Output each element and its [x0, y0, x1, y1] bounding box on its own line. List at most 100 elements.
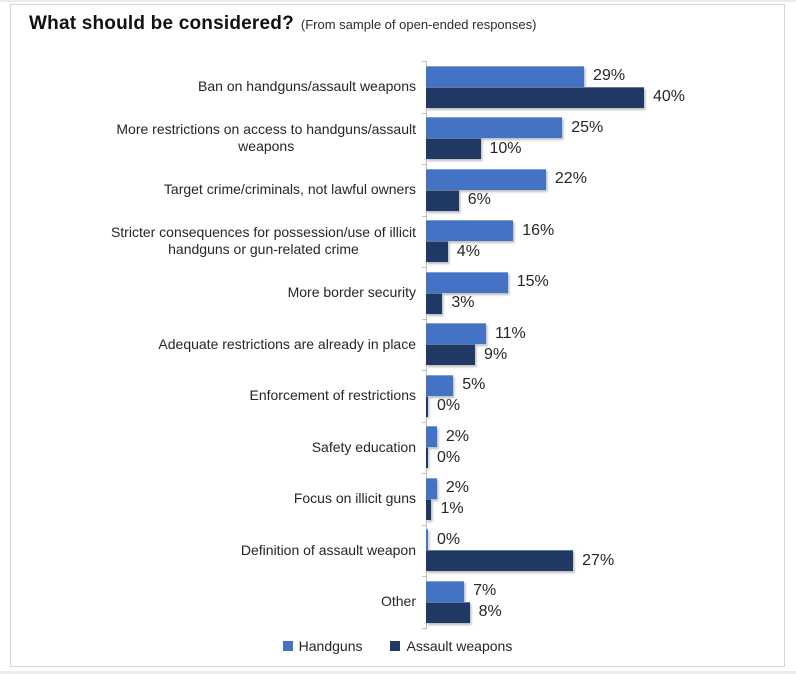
page-edge-top	[0, 0, 796, 2]
axis-tick	[422, 524, 427, 526]
axis-tick	[422, 627, 427, 629]
bar-line-assault-weapons: 1%	[426, 498, 469, 520]
bar-handguns	[426, 168, 546, 190]
bar-group: 0% 27%	[426, 529, 615, 572]
bar-handguns	[426, 529, 428, 551]
bar-handguns	[426, 477, 437, 499]
bar-group: 5% 0%	[426, 374, 486, 417]
legend-item-assault-weapons: Assault weapons	[390, 638, 512, 654]
category-label: Focus on illicit guns	[293, 490, 416, 507]
bar-line-assault-weapons: 10%	[426, 138, 603, 160]
category-label: Stricter consequences for possession/use…	[110, 224, 416, 258]
value-label-assault-weapons: 3%	[451, 294, 475, 312]
axis-tick	[422, 473, 427, 474]
bar-assault-weapons	[426, 395, 428, 417]
bar-handguns	[426, 426, 437, 448]
chart-row: Target crime/criminals, not lawful owner…	[31, 164, 771, 216]
bar-group: 2% 0%	[426, 426, 470, 469]
axis-tick	[422, 61, 427, 62]
axis-tick	[422, 318, 427, 320]
axis-tick	[422, 370, 427, 371]
bar-line-handguns: 16%	[426, 220, 555, 242]
category-label: Enforcement of restrictions	[249, 387, 416, 404]
chart-title: What should be considered?	[29, 13, 294, 34]
value-label-assault-weapons: 40%	[653, 88, 686, 106]
bar-line-assault-weapons: 4%	[426, 241, 554, 263]
axis-tick	[422, 215, 427, 217]
category-label-cell: Focus on illicit guns	[31, 490, 426, 507]
chart-frame: What should be considered? (From sample o…	[10, 4, 785, 667]
bar-line-assault-weapons: 40%	[426, 86, 686, 108]
category-label-cell: Adequate restrictions are already in pla…	[31, 336, 426, 353]
chart-row: Adequate restrictions are already in pla…	[31, 319, 771, 371]
value-label-handguns: 16%	[522, 221, 555, 239]
category-label: More border security	[287, 284, 416, 301]
value-label-handguns: 2%	[445, 427, 470, 445]
legend-item-handguns: Handguns	[282, 638, 363, 654]
bar-line-assault-weapons: 0%	[426, 395, 485, 417]
category-label-cell: More restrictions on access to handguns/…	[31, 121, 426, 155]
bar-group: 15% 3%	[426, 271, 549, 314]
category-label: Definition of assault weapon	[240, 541, 416, 558]
bar-line-handguns: 0%	[426, 529, 614, 551]
bar-group: 29% 40%	[426, 65, 686, 108]
bar-line-assault-weapons: 3%	[426, 292, 549, 314]
bar-assault-weapons	[426, 241, 448, 263]
bar-line-handguns: 2%	[426, 477, 469, 499]
value-label-assault-weapons: 9%	[484, 345, 508, 363]
axis-tick	[422, 112, 427, 114]
category-label: More restrictions on access to handguns/…	[116, 121, 416, 155]
bar-assault-weapons	[426, 601, 470, 623]
bar-assault-weapons	[426, 189, 459, 211]
legend: Handguns Assault weapons	[11, 638, 784, 654]
value-label-handguns: 0%	[437, 530, 461, 548]
legend-label-handguns: Handguns	[298, 638, 363, 654]
axis-tick	[422, 267, 427, 268]
value-label-handguns: 29%	[593, 67, 626, 85]
chart-row: Stricter consequences for possession/use…	[31, 216, 771, 268]
bar-line-handguns: 29%	[426, 65, 685, 87]
legend-marker-assault-weapons	[390, 641, 401, 651]
legend-marker-handguns	[282, 641, 293, 651]
bar-line-handguns: 7%	[426, 580, 502, 602]
value-label-assault-weapons: 4%	[456, 242, 480, 260]
chart-subtitle: (From sample of open-ended responses)	[300, 17, 537, 32]
category-label-cell: Stricter consequences for possession/use…	[31, 224, 426, 258]
bar-line-assault-weapons: 0%	[426, 447, 469, 469]
bar-assault-weapons	[426, 344, 476, 366]
title-row: What should be considered? (From sample o…	[29, 13, 536, 35]
bar-group: 2% 1%	[426, 477, 469, 520]
value-label-handguns: 25%	[571, 118, 604, 136]
bar-line-handguns: 11%	[426, 323, 526, 345]
value-label-assault-weapons: 27%	[582, 551, 615, 569]
bar-assault-weapons	[426, 498, 432, 520]
bar-assault-weapons	[426, 138, 481, 160]
chart-row: Ban on handguns/assault weapons 29% 40%	[31, 61, 771, 113]
bar-line-handguns: 25%	[426, 117, 604, 139]
value-label-assault-weapons: 8%	[478, 603, 502, 621]
bar-handguns	[426, 580, 465, 602]
bar-group: 25% 10%	[426, 117, 604, 160]
category-label-cell: Safety education	[31, 439, 426, 456]
page-edge-bottom	[0, 671, 796, 674]
bar-handguns	[426, 271, 508, 293]
bar-group: 7% 8%	[426, 580, 502, 623]
plot-area: Ban on handguns/assault weapons 29% 40% …	[31, 61, 771, 628]
bar-handguns	[426, 65, 585, 87]
bar-handguns	[426, 374, 454, 396]
category-label: Other	[380, 593, 416, 610]
bar-line-handguns: 5%	[426, 374, 486, 396]
bar-assault-weapons	[426, 86, 644, 108]
chart-row: More border security 15% 3%	[31, 267, 771, 319]
value-label-handguns: 5%	[462, 376, 486, 394]
value-label-handguns: 15%	[516, 273, 549, 291]
bar-line-handguns: 2%	[426, 426, 470, 448]
value-label-assault-weapons: 6%	[467, 191, 491, 209]
bar-handguns	[426, 323, 486, 345]
value-label-handguns: 22%	[554, 170, 587, 188]
chart-row: Enforcement of restrictions 5% 0%	[31, 370, 771, 422]
axis-tick	[422, 421, 427, 423]
chart-row: Definition of assault weapon 0% 27%	[31, 525, 771, 577]
category-label: Safety education	[311, 438, 416, 455]
bar-group: 11% 9%	[426, 323, 526, 366]
